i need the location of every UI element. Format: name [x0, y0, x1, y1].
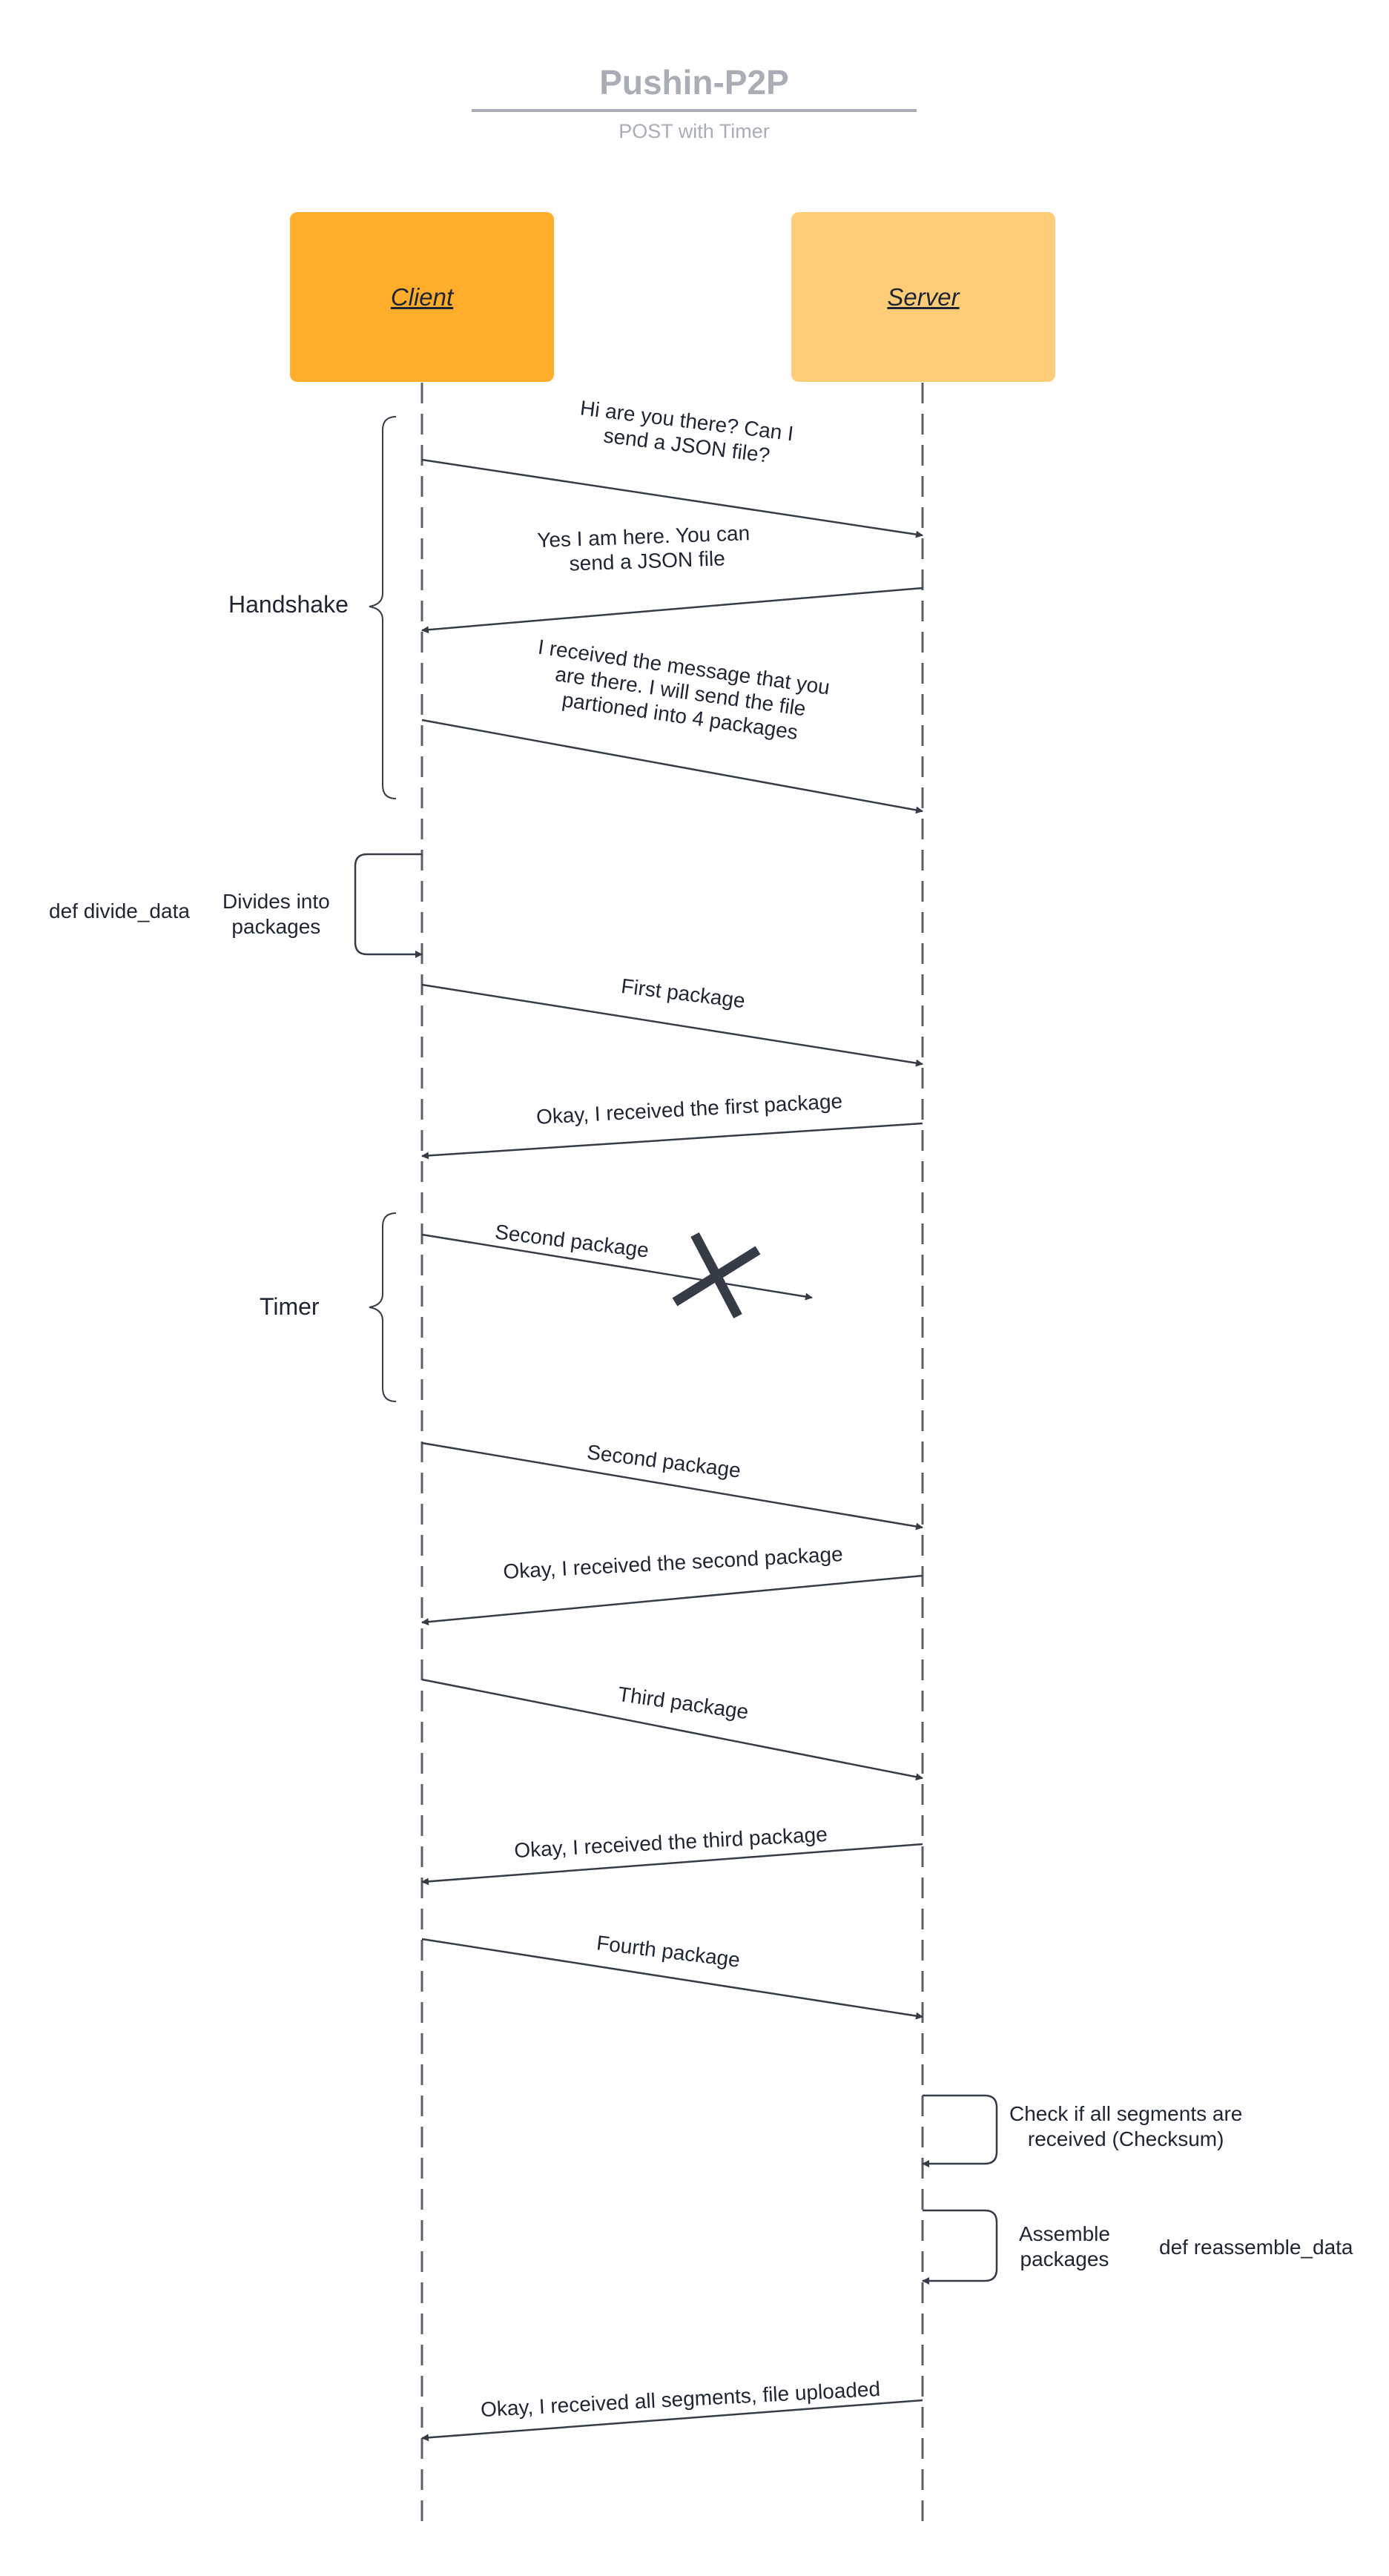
message-arrow-m1 [421, 458, 923, 538]
message-label-m11: Fourth package [595, 1931, 742, 1971]
diagram-subtitle: POST with Timer [618, 120, 770, 142]
message-label-m3: I received the message that you are ther… [529, 635, 837, 748]
message-label-m8: Okay, I received the second package [503, 1542, 844, 1583]
title-underline [472, 109, 917, 112]
message-arrow-m8 [421, 1574, 923, 1626]
message-arrow-m4 [421, 983, 923, 1067]
diagram-title: Pushin-P2P [599, 63, 789, 102]
message-label-m10: Okay, I received the third package [514, 1823, 828, 1862]
message-label-m1: Hi are you there? Can I send a JSON file… [576, 396, 801, 470]
self-call-label-assemble-line2: packages [1020, 2247, 1109, 2270]
self-call-divide-arrow [354, 853, 423, 958]
message-arrow-m12 [421, 2399, 923, 2442]
function-label-divide: def divide_data [49, 899, 190, 922]
self-call-label-assemble-line1: Assemble [1019, 2222, 1110, 2245]
self-call-label-divide-line2: packages [231, 914, 321, 938]
actor-client[interactable]: Client [290, 212, 554, 382]
self-call-label-divide: Divides into packages [222, 889, 330, 939]
message-label-m2: Yes I am here. You can send a JSON file [537, 521, 757, 576]
actor-client-label: Client [390, 283, 454, 311]
lost-packet-cross-icon [672, 1232, 761, 1319]
group-label-timer: Timer [260, 1293, 320, 1320]
self-call-label-checksum-line2: received (Checksum) [1027, 2127, 1224, 2150]
message-arrow-m3 [421, 719, 923, 814]
message-label-m6: Second package [494, 1220, 650, 1261]
self-call-label-checksum-line1: Check if all segments are [1009, 2102, 1243, 2125]
message-label-m5: Okay, I received the first package [535, 1089, 843, 1129]
message-arrow-m10 [421, 1843, 923, 1886]
message-label-m4: First package [620, 974, 747, 1012]
self-call-label-divide-line1: Divides into [222, 890, 330, 913]
message-label-m7: Second package [586, 1440, 742, 1482]
message-arrow-m5 [421, 1122, 923, 1160]
group-label-handshake: Handshake [228, 591, 349, 618]
actor-server[interactable]: Server [791, 212, 1055, 382]
self-call-assemble-arrow [922, 2209, 998, 2285]
message-arrow-m2 [421, 587, 923, 634]
message-arrow-m7 [421, 1441, 923, 1530]
self-call-checksum-arrow [922, 2094, 998, 2167]
actor-server-label: Server [887, 283, 960, 311]
self-call-label-checksum: Check if all segments are received (Chec… [1009, 2101, 1242, 2151]
message-arrow-m9 [421, 1678, 923, 1781]
message-label-m9: Third package [616, 1682, 750, 1723]
self-call-label-assemble: Assemble packages [1019, 2222, 1110, 2271]
function-label-reassemble: def reassemble_data [1159, 2236, 1353, 2259]
message-label-m12: Okay, I received all segments, file uplo… [480, 2377, 880, 2421]
handshake-brace [369, 416, 397, 799]
message-arrow-m6 [421, 1233, 813, 1301]
timer-brace [369, 1212, 397, 1402]
message-arrow-m11 [421, 1938, 923, 2020]
